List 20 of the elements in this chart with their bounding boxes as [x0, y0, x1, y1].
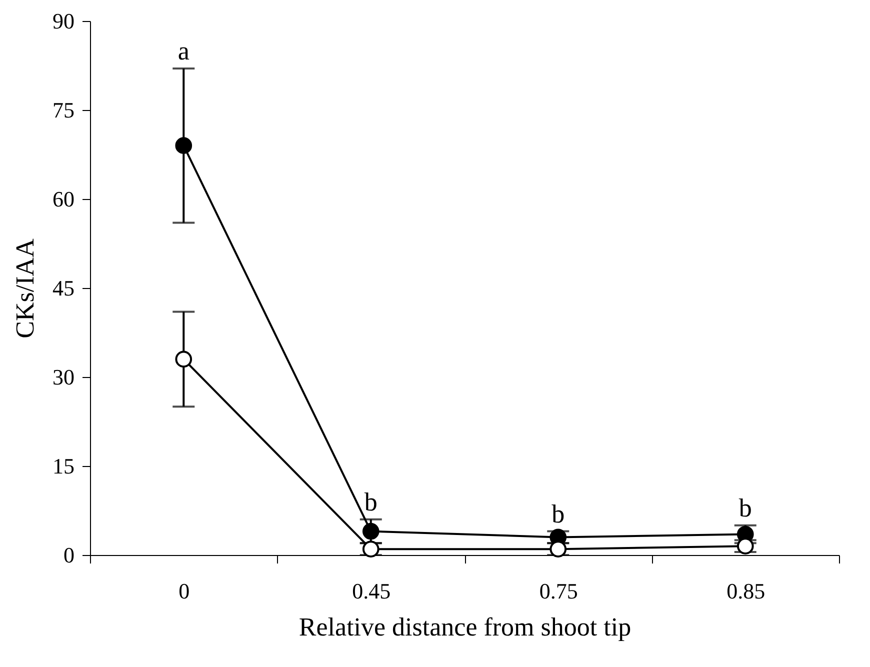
y-tick-label: 60: [52, 186, 74, 212]
x-tick-label: 0.85: [726, 578, 766, 604]
y-tick-label: 45: [52, 276, 74, 300]
x-tick-label: 0.75: [539, 578, 578, 604]
annotation: b: [738, 493, 752, 522]
y-tick-label: 90: [52, 8, 74, 34]
x-tick-label: 0: [178, 578, 190, 604]
y-tick-label: 30: [52, 364, 74, 390]
y-tick-label: 0: [64, 542, 74, 568]
annotation: b: [364, 487, 378, 516]
y-tick-label: 15: [52, 454, 74, 478]
y-axis-title: CKs/IAA: [10, 238, 40, 338]
point: [175, 350, 192, 368]
point: [175, 137, 192, 154]
x-tick-label: 0.45: [352, 578, 391, 604]
y-tick-label: 75: [52, 98, 74, 122]
annotation: a: [178, 36, 190, 66]
annotation: b: [552, 499, 565, 528]
point: [362, 522, 380, 540]
x-axis-title: Relative distance from shoot tip: [298, 612, 632, 642]
